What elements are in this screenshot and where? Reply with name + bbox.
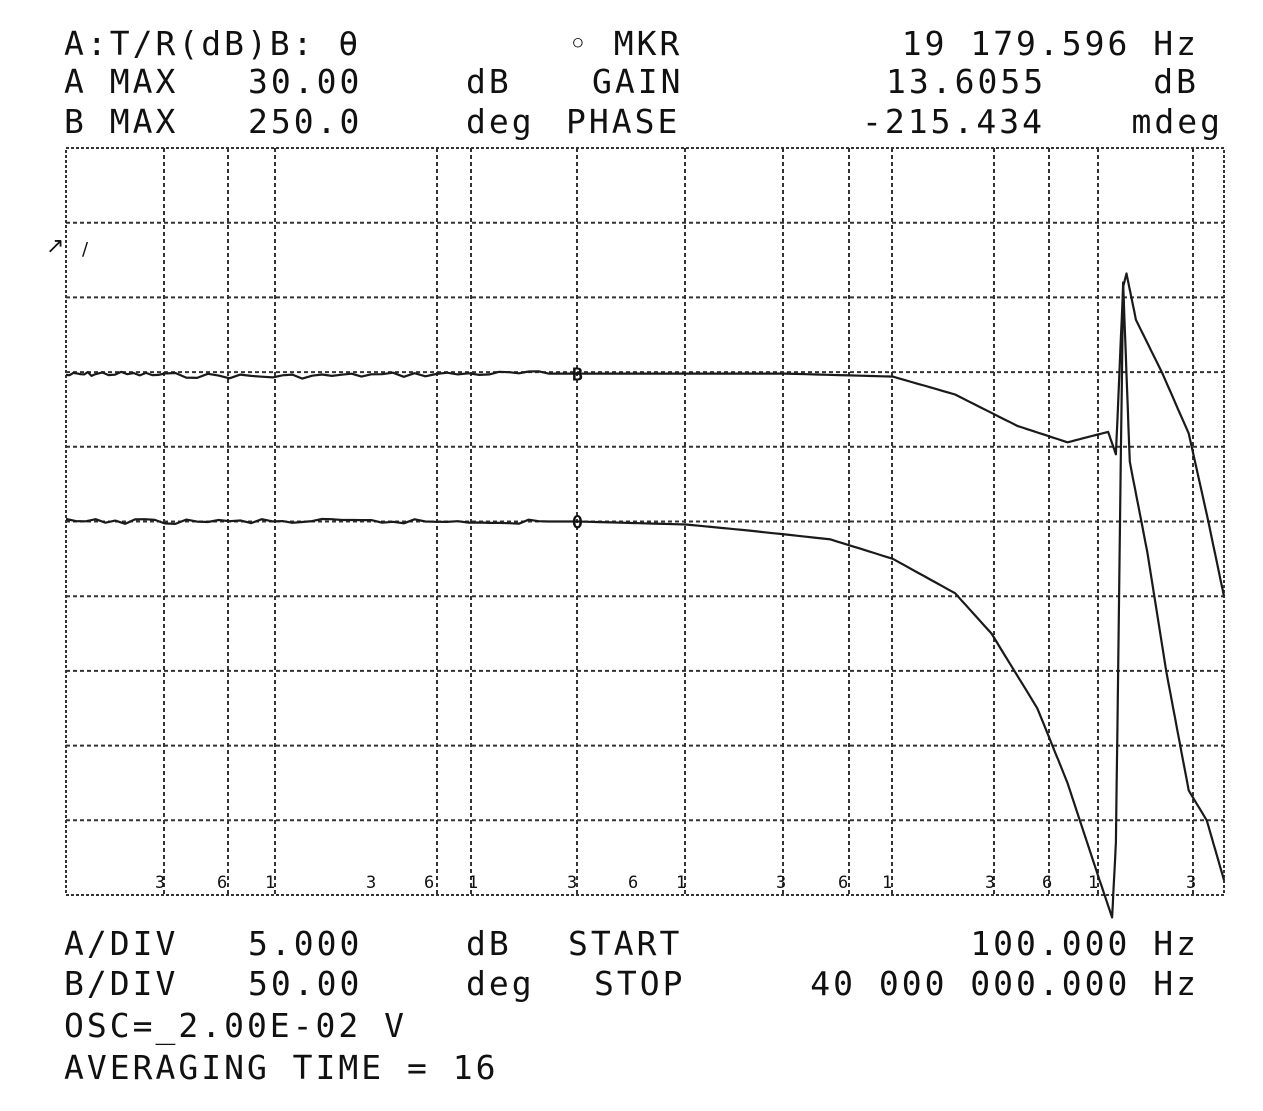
averaging-time: AVERAGING TIME = 16 <box>64 1048 499 1087</box>
x-tick-labels: 3 6 1 3 6 1 3 6 1 3 6 1 3 6 1 3 <box>155 873 1196 893</box>
a-div-value: 5.000 <box>248 924 363 963</box>
phase-reading: -215.434 <box>862 102 1045 141</box>
phase-unit: mdeg <box>1131 102 1223 141</box>
trace-b <box>65 281 1226 919</box>
x-tick-label: 1 <box>1088 873 1098 893</box>
start-label: START <box>568 924 683 963</box>
stop-label: STOP <box>594 964 686 1003</box>
oscillator-level: OSC=_2.00E-02 V <box>64 1006 408 1045</box>
x-tick-label: 6 <box>1042 873 1052 893</box>
stop-frequency: 40 000 000.000 Hz <box>810 964 1199 1003</box>
plot-traces: Bθ <box>65 272 1226 919</box>
b-max-value: 250.0 <box>248 102 363 141</box>
b-max-label: B MAX <box>64 102 179 141</box>
b-div-label: B/DIV <box>64 964 179 1003</box>
b-div-unit: deg <box>466 964 535 1003</box>
x-tick-label: 1 <box>265 873 275 893</box>
x-tick-label: 3 <box>366 873 376 893</box>
x-tick-label: 6 <box>217 873 227 893</box>
plot-annotations: ↗ / <box>46 234 89 260</box>
gain-unit: dB <box>1153 62 1199 101</box>
x-tick-label: 1 <box>882 873 892 893</box>
x-tick-label: 6 <box>628 873 638 893</box>
gain-label: GAIN <box>592 62 684 101</box>
x-tick-label: 1 <box>676 873 686 893</box>
trace-mode: A:T/R(dB)B: θ <box>64 24 362 63</box>
b-div-value: 50.00 <box>248 964 363 1003</box>
a-max-unit: dB <box>466 62 512 101</box>
a-div-label: A/DIV <box>64 924 179 963</box>
x-tick-label: 3 <box>567 873 577 893</box>
reference-arrow-icon: ↗ <box>46 234 64 259</box>
a-max-label: A MAX <box>64 62 179 101</box>
trace-a <box>65 272 1226 597</box>
reference-tick-icon: / <box>82 239 89 260</box>
a-div-unit: dB <box>466 924 512 963</box>
x-tick-label: 6 <box>424 873 434 893</box>
trace-b-marker: θ <box>572 513 583 534</box>
x-tick-label: 1 <box>468 873 478 893</box>
trace-a-marker: B <box>572 365 583 386</box>
b-max-unit: deg <box>466 102 535 141</box>
x-tick-label: 3 <box>1186 873 1196 893</box>
gain-reading: 13.6055 <box>886 62 1047 101</box>
x-tick-label: 6 <box>838 873 848 893</box>
phase-label: PHASE <box>566 102 681 141</box>
start-frequency: 100.000 Hz <box>970 924 1199 963</box>
marker-frequency: 19 179.596 Hz <box>901 24 1199 63</box>
x-tick-label: 3 <box>985 873 995 893</box>
marker-label: ◦ MKR <box>568 24 683 63</box>
a-max-value: 30.00 <box>248 62 363 101</box>
x-tick-label: 3 <box>155 873 165 893</box>
x-tick-label: 3 <box>776 873 786 893</box>
